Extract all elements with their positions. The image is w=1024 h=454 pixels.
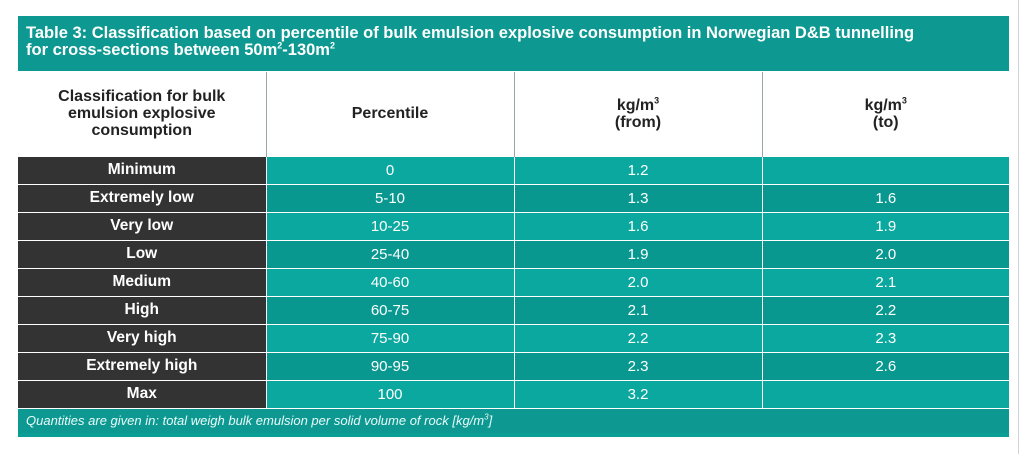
table-row: Very low 10-25 1.6 1.9 xyxy=(18,211,1009,240)
caption-sup-1: 2 xyxy=(277,40,283,51)
row-percentile: 60-75 xyxy=(265,295,514,324)
table-row: Low 25-40 1.9 2.0 xyxy=(18,239,1009,268)
row-percentile: 10-25 xyxy=(265,211,514,240)
header-from-sup: 3 xyxy=(654,95,660,106)
table-footnote: Quantities are given in: total weigh bul… xyxy=(18,408,1009,433)
header-from-label: (from) xyxy=(614,113,662,131)
header-to-unit: kg/m xyxy=(864,96,902,114)
row-from: 2.2 xyxy=(513,323,762,352)
row-percentile: 25-40 xyxy=(265,239,514,268)
row-percentile: 40-60 xyxy=(265,267,514,296)
classification-table: Table 3: Classification based on percent… xyxy=(18,16,1009,437)
header-classification-text: Classification for bulk emulsion explosi… xyxy=(58,88,226,140)
table-row: High 60-75 2.1 2.2 xyxy=(18,295,1009,324)
row-label: Minimum xyxy=(18,155,266,184)
row-to xyxy=(761,155,1009,184)
row-to: 2.0 xyxy=(761,239,1009,268)
row-from: 1.6 xyxy=(513,211,762,240)
row-label: Extremely high xyxy=(18,351,266,380)
header-to-sup: 3 xyxy=(901,95,907,106)
row-from: 1.3 xyxy=(513,183,762,212)
header-to-label: (to) xyxy=(872,113,899,131)
row-from: 2.3 xyxy=(513,351,762,380)
caption-line-2-mid: -130m xyxy=(282,41,330,59)
footnote-text: Quantities are given in: total weigh bul… xyxy=(26,413,485,428)
row-label: Extremely low xyxy=(18,183,266,212)
table-caption: Table 3: Classification based on percent… xyxy=(18,16,1009,72)
row-to: 2.1 xyxy=(761,267,1009,296)
row-to xyxy=(761,379,1009,408)
row-label: Medium xyxy=(18,267,266,296)
row-label: Very low xyxy=(18,211,266,240)
header-to: kg/m3 (to) xyxy=(761,72,1009,156)
row-from: 2.0 xyxy=(513,267,762,296)
row-from: 1.9 xyxy=(513,239,762,268)
row-percentile: 5-10 xyxy=(265,183,514,212)
row-percentile: 100 xyxy=(265,379,514,408)
header-percentile: Percentile xyxy=(265,72,514,156)
page-edge-rule xyxy=(1018,0,1019,454)
row-to: 1.6 xyxy=(761,183,1009,212)
caption-line-2-pre: for cross-sections between 50m xyxy=(26,41,278,59)
row-label: Very high xyxy=(18,323,266,352)
caption-line-1: Table 3: Classification based on percent… xyxy=(26,24,915,42)
header-classification: Classification for bulk emulsion explosi… xyxy=(18,72,266,156)
row-label: Low xyxy=(18,239,266,268)
table-row: Extremely high 90-95 2.3 2.6 xyxy=(18,351,1009,380)
row-percentile: 90-95 xyxy=(265,351,514,380)
footnote-sup: 3 xyxy=(484,412,489,422)
row-to: 2.2 xyxy=(761,295,1009,324)
table-row: Very high 75-90 2.2 2.3 xyxy=(18,323,1009,352)
footnote-end: ] xyxy=(488,413,493,428)
table-row: Minimum 0 1.2 xyxy=(18,155,1009,184)
row-percentile: 75-90 xyxy=(265,323,514,352)
row-from: 1.2 xyxy=(513,155,762,184)
row-from: 2.1 xyxy=(513,295,762,324)
row-label: High xyxy=(18,295,266,324)
header-from-unit: kg/m xyxy=(616,96,655,114)
row-label: Max xyxy=(18,379,266,408)
data-table: Classification for bulk emulsion explosi… xyxy=(18,72,1009,408)
header-row: Classification for bulk emulsion explosi… xyxy=(18,72,1009,156)
row-percentile: 0 xyxy=(265,155,514,184)
row-to: 2.3 xyxy=(761,323,1009,352)
header-percentile-text: Percentile xyxy=(351,105,429,123)
row-to: 1.9 xyxy=(761,211,1009,240)
row-to: 2.6 xyxy=(761,351,1009,380)
table-row: Medium 40-60 2.0 2.1 xyxy=(18,267,1009,296)
row-from: 3.2 xyxy=(513,379,762,408)
caption-sup-2: 2 xyxy=(329,40,335,51)
header-from: kg/m3 (from) xyxy=(513,72,762,156)
table-row: Extremely low 5-10 1.3 1.6 xyxy=(18,183,1009,212)
table-row: Max 100 3.2 xyxy=(18,379,1009,408)
